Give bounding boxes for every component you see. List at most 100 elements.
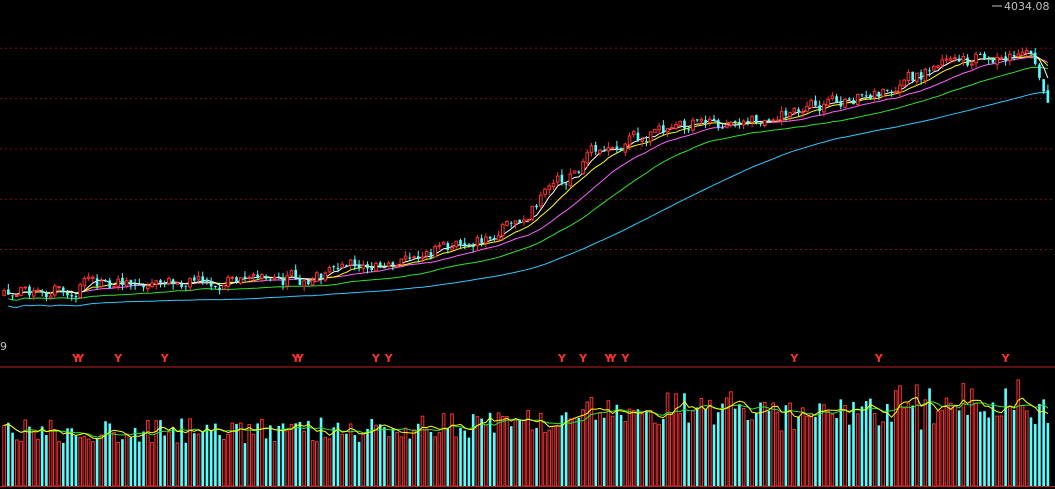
volume-bar-up [36,438,40,487]
volume-bar-up [124,433,129,487]
price-gridlines [0,47,1055,250]
up-candle-body [674,123,678,129]
volume-bar-up [585,401,590,487]
down-candle-body [560,174,564,183]
volume-bar-down [471,414,475,486]
volume-bar-up [843,404,847,487]
volume-bar-down [928,388,931,486]
volume-bar-down [70,428,74,486]
up-candle-body [881,89,885,97]
volume-bar-down [662,418,665,486]
up-candle-body [906,71,911,81]
volume-bar-down [759,402,762,486]
up-candle-body [610,147,615,150]
volume-bar-down [11,432,14,486]
volume-bar-down [919,429,923,486]
volume-bar-up [974,402,978,487]
down-candle-body [218,287,221,290]
up-candle-body [1016,53,1021,57]
up-candle-body [669,127,674,130]
volume-bar-down [1046,423,1050,486]
volume-bar-up [116,441,121,487]
volume-bar-down [911,405,914,486]
volume-bar-up [484,424,488,487]
volume-bar-up [247,424,252,487]
up-candle-body [1020,51,1025,56]
volume-bar-up [762,401,767,487]
volume-bar-down [463,430,467,486]
volume-bar-down [256,423,259,486]
volume-bar-down [214,423,217,486]
volume-bar-up [112,432,116,487]
volume-bar-down [852,401,855,486]
volume-bar-down [142,431,145,486]
volume-bar-up [691,410,695,487]
up-candle-body [915,72,919,82]
up-candle-body [648,131,653,142]
volume-bar-up [948,402,953,487]
up-candle-body [86,276,91,280]
up-candle-body [522,219,526,223]
volume-bar-up [970,388,974,487]
volume-bar-up [145,419,150,487]
down-candle-body [721,127,724,129]
down-candle-body [28,286,31,296]
volume-bar-down [488,412,492,486]
volume-bar-down [163,435,167,486]
down-candle-body [759,122,762,125]
up-candle-body [315,272,319,283]
volume-bar-down [978,411,982,486]
down-candle-body [746,120,750,123]
volume-bar-up [543,432,547,487]
down-candle-body [336,268,340,270]
down-candle-body [357,265,361,269]
volume-bar-up [302,430,306,487]
up-candle-body [843,98,847,108]
volume-bar-up [775,411,780,487]
up-candle-body [585,152,590,164]
signal-marker: Y [371,352,381,365]
volume-bar-down [319,417,323,486]
down-candle-body [704,119,707,123]
up-candle-body [724,124,729,129]
volume-bar-up [86,438,91,487]
down-candle-body [319,273,323,280]
down-candle-body [619,148,623,151]
down-candle-body [142,285,145,288]
volume-bar-down [294,423,298,486]
volume-bar-up [403,427,408,487]
up-candle-body [484,236,488,244]
down-candle-body [353,259,357,267]
volume-bar-up [91,441,95,487]
volume-bar-down [264,438,268,486]
volume-bar-down [171,427,175,486]
up-candle-body [475,237,480,247]
volume-bar-up [399,436,404,487]
down-candle-body [864,95,868,97]
volume-bar-down [877,425,881,486]
down-candle-body [991,58,995,63]
down-candle-body [61,287,65,293]
up-candle-body [581,161,585,174]
volume-bar-down [991,402,995,486]
volume-bar-up [238,422,243,487]
volume-bar-up [931,423,936,487]
volume-bar-up [513,419,518,487]
down-candle-body [1004,56,1007,61]
up-candle-body [699,118,704,122]
up-candle-body [995,56,999,65]
volume-bar-up [568,418,573,487]
up-candle-body [310,279,315,286]
up-candle-body [775,119,780,122]
volume-bar-up [830,413,835,487]
down-candle-body [847,98,851,100]
down-candle-body [911,71,914,81]
signal-marker: Y [113,352,123,365]
volume-bar-up [708,399,712,487]
down-candle-body [518,219,521,224]
volume-bar-up [386,436,391,487]
down-candle-body [716,120,720,128]
volume-bar-up [953,404,957,487]
down-candle-body [885,89,889,91]
volume-bar-up [741,407,746,487]
